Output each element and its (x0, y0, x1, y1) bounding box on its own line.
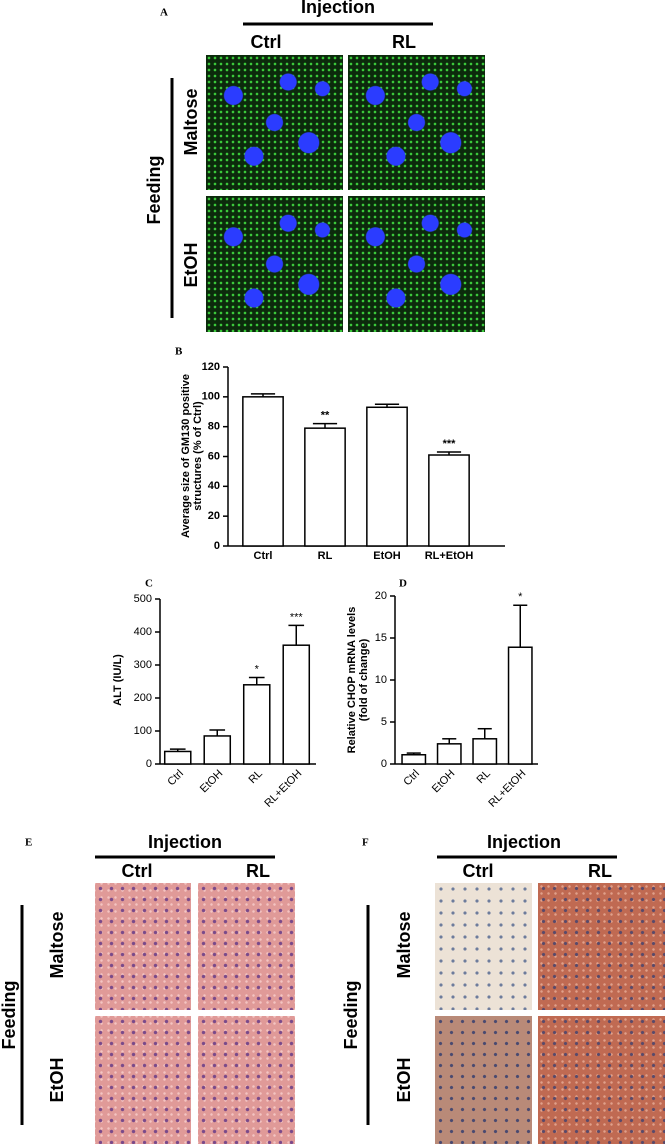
micrograph (206, 55, 343, 190)
panel-label: A (160, 7, 168, 19)
x-tick-label: RL+EtOH (486, 768, 528, 810)
x-tick-label: RL (318, 550, 333, 562)
header: Injection (301, 0, 375, 17)
micrograph (95, 1016, 191, 1144)
bar (242, 396, 284, 547)
y-tick-label: 500 (134, 593, 152, 605)
y-tick-label: 100 (202, 391, 220, 403)
bar (436, 743, 462, 765)
y-axis-label: Relative CHOP mRNA levels (346, 607, 358, 754)
row-label: EtOH (47, 1058, 67, 1103)
micrograph (435, 1016, 532, 1144)
column-label: Ctrl (251, 32, 282, 52)
column-label: Ctrl (122, 861, 153, 881)
bar (242, 684, 271, 765)
significance: * (255, 663, 260, 675)
y-tick-label: 300 (134, 659, 152, 671)
micrograph (95, 883, 191, 1010)
micrograph (198, 1016, 295, 1144)
row-label: EtOH (181, 243, 201, 288)
row-label: Maltose (181, 88, 201, 155)
micrograph (206, 196, 343, 332)
group-label: Feeding (144, 155, 164, 224)
header: Injection (487, 832, 561, 852)
row-label: Maltose (394, 911, 414, 978)
bar (203, 735, 232, 765)
y-tick-label: 20 (208, 510, 220, 522)
bar (472, 738, 498, 765)
row-label: EtOH (394, 1058, 414, 1103)
y-tick-label: 0 (381, 758, 387, 770)
panel-label: F (362, 837, 369, 849)
y-tick-label: 120 (202, 361, 220, 373)
micrograph (435, 883, 532, 1010)
x-tick-label: RL (474, 768, 492, 786)
bar (366, 406, 408, 547)
panel-label: E (25, 837, 32, 849)
y-tick-label: 60 (208, 450, 220, 462)
y-axis-label: Average size of GM130 positive (180, 374, 192, 538)
y-axis-label: ALT (IU/L) (112, 654, 124, 706)
bar (304, 427, 346, 547)
x-tick-label: EtOH (198, 768, 226, 796)
row-label: Maltose (47, 911, 67, 978)
y-axis-label: structures (% of Ctrl) (192, 401, 204, 511)
x-tick-label: RL+EtOH (262, 768, 304, 810)
group-label: Feeding (341, 980, 361, 1049)
x-tick-label: EtOH (373, 550, 401, 562)
y-tick-label: 200 (134, 692, 152, 704)
significance: * (518, 591, 523, 603)
header: Injection (148, 832, 222, 852)
y-tick-label: 15 (375, 632, 387, 644)
column-label: RL (246, 861, 270, 881)
bar (428, 454, 470, 547)
y-axis-label: (fold of change) (358, 638, 370, 721)
x-tick-label: RL (246, 768, 264, 786)
micrograph (198, 883, 295, 1010)
micrograph (538, 1016, 665, 1144)
y-tick-label: 400 (134, 626, 152, 638)
y-tick-label: 100 (134, 725, 152, 737)
column-label: RL (588, 861, 612, 881)
column-label: Ctrl (463, 861, 494, 881)
micrograph (348, 196, 485, 332)
bar (507, 646, 533, 765)
x-tick-label: RL+EtOH (425, 550, 474, 562)
x-tick-label: Ctrl (165, 768, 186, 789)
group-label: Feeding (0, 980, 19, 1049)
x-tick-label: EtOH (430, 768, 458, 796)
bar (401, 754, 427, 765)
x-tick-label: Ctrl (401, 768, 422, 789)
y-tick-label: 40 (208, 480, 220, 492)
micrograph (538, 883, 665, 1010)
y-tick-label: 0 (214, 540, 220, 552)
column-label: RL (392, 32, 416, 52)
micrograph (348, 55, 485, 190)
bar (163, 750, 192, 765)
significance: ** (321, 410, 330, 422)
panel-label: D (399, 578, 407, 590)
panel-label: C (145, 578, 153, 590)
y-tick-label: 0 (146, 758, 152, 770)
y-tick-label: 10 (375, 674, 387, 686)
significance: *** (290, 611, 304, 623)
y-tick-label: 80 (208, 421, 220, 433)
y-tick-label: 20 (375, 590, 387, 602)
significance: *** (443, 438, 457, 450)
x-tick-label: Ctrl (254, 550, 273, 562)
y-tick-label: 5 (381, 716, 387, 728)
panel-label: B (175, 346, 183, 358)
bar (282, 644, 311, 765)
